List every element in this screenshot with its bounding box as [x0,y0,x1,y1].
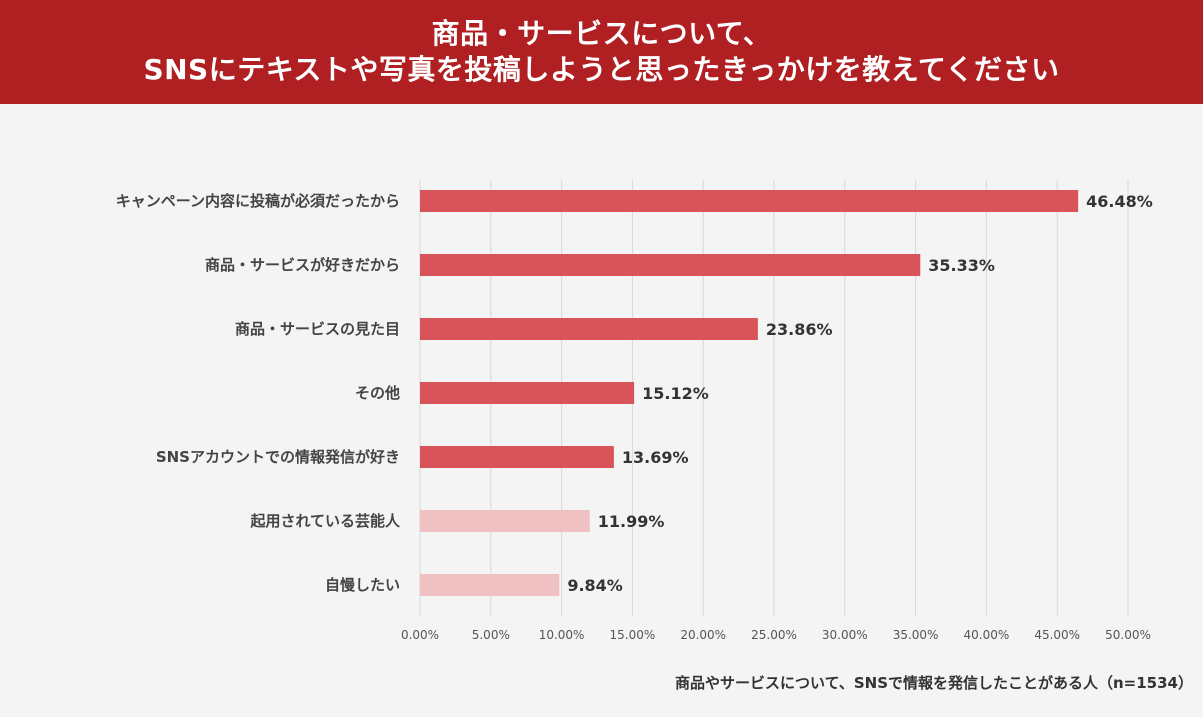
chart-header: 商品・サービスについて、 SNSにテキストや写真を投稿しようと思ったきっかけを教… [0,0,1203,104]
data-label: 35.33% [928,256,995,275]
x-tick-label: 5.00% [472,628,510,642]
bar-chart: 0.00% 5.00% 10.00% 15.00% 20.00% 25.00% 30.00%… [116,180,1153,642]
sample-footnote: 商品やサービスについて、SNSで情報を発信したことがある人（n=1534） [675,674,1193,692]
category-label: 自慢したい [325,576,400,594]
data-label: 46.48% [1086,192,1153,211]
data-label: 23.86% [766,320,833,339]
chart-title-line-1: 商品・サービスについて、 [431,17,772,50]
category-label: 商品・サービスの見た目 [235,320,400,338]
category-label: 商品・サービスが好きだから [205,256,400,274]
x-tick-label: 0.00% [401,628,439,642]
x-tick-label: 25.00% [751,628,797,642]
data-label: 9.84% [567,576,623,595]
bar [420,190,1079,212]
bar [420,382,635,404]
x-tick-label: 50.00% [1105,628,1151,642]
x-tick-label: 35.00% [893,628,939,642]
x-tick-label: 20.00% [680,628,726,642]
category-label: SNSアカウントでの情報発信が好き [156,448,400,466]
bar [420,446,614,468]
bar [420,254,921,276]
x-tick-label: 15.00% [610,628,656,642]
chart-title-line-2: SNSにテキストや写真を投稿しようと思ったきっかけを教えてください [143,53,1060,86]
x-tick-label: 10.00% [539,628,585,642]
category-label: キャンペーン内容に投稿が必須だったから [116,192,400,210]
bar [420,510,590,532]
data-label: 13.69% [622,448,689,467]
bar [420,318,758,340]
category-label: その他 [355,384,400,402]
x-tick-label: 45.00% [1034,628,1080,642]
x-tick-label: 40.00% [964,628,1010,642]
category-label: 起用されている芸能人 [249,512,401,530]
bar [420,574,560,596]
data-label: 15.12% [642,384,709,403]
x-tick-label: 30.00% [822,628,868,642]
data-label: 11.99% [598,512,665,531]
